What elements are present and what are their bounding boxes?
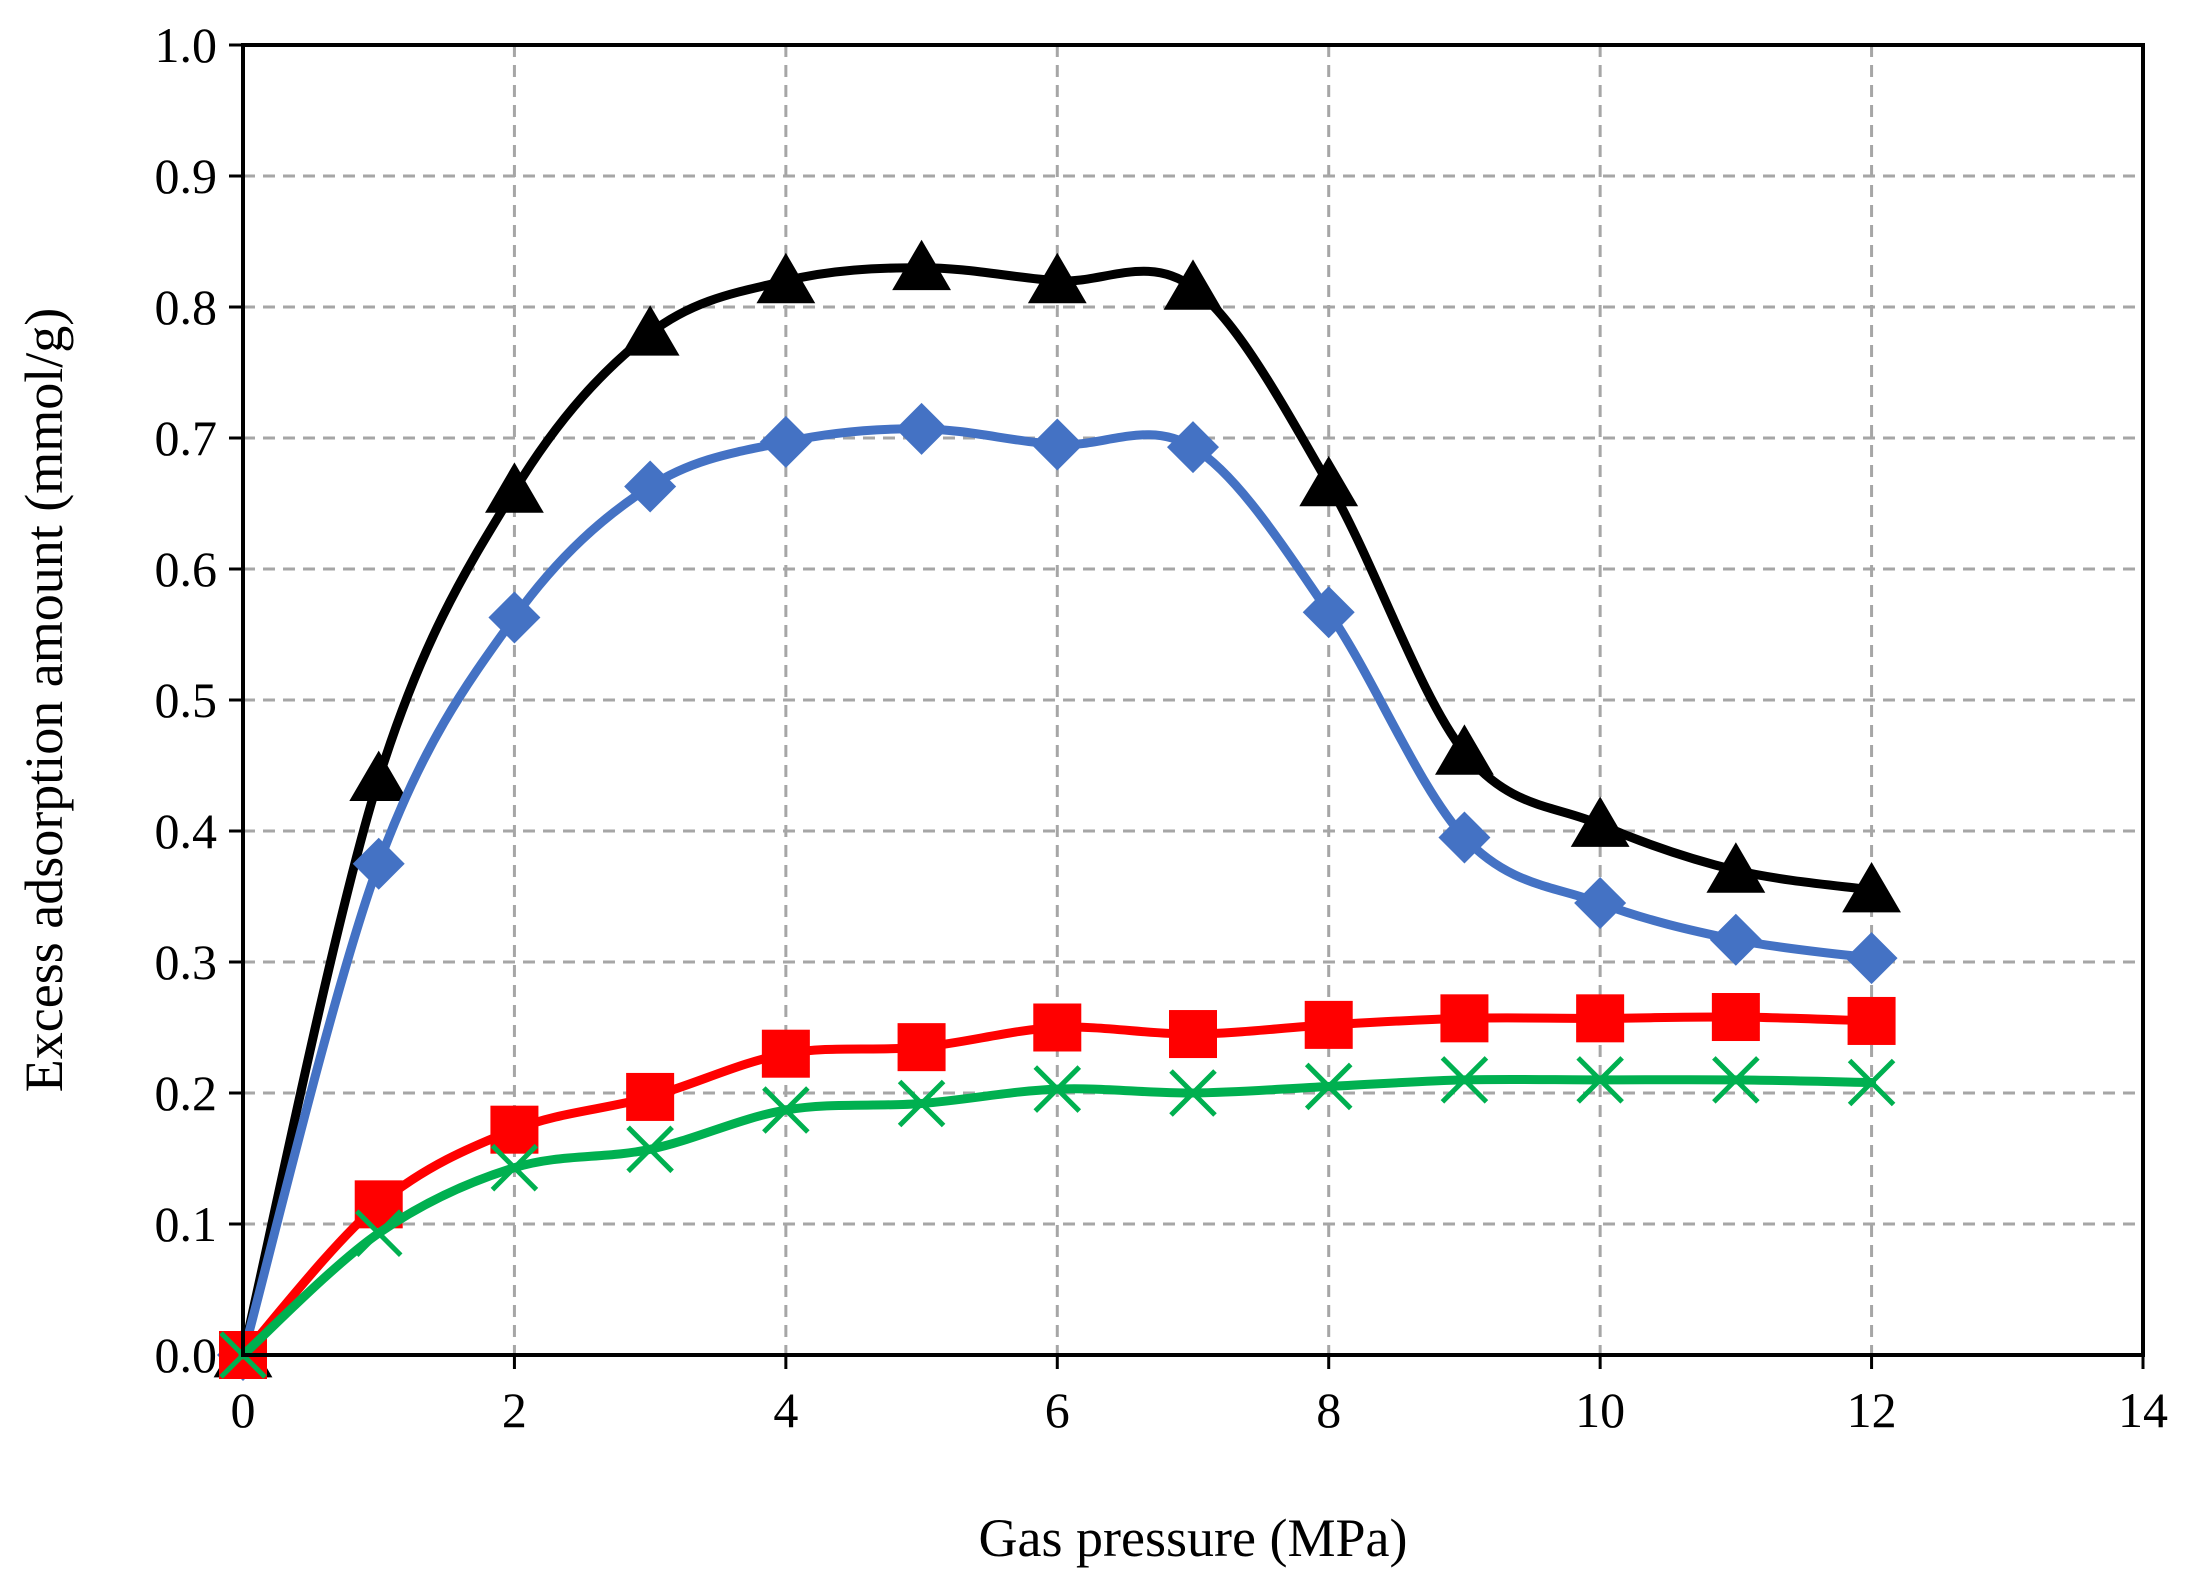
square-marker bbox=[626, 1072, 675, 1121]
series-layer bbox=[213, 239, 1901, 1381]
x-tick-label: 12 bbox=[1847, 1382, 1897, 1438]
triangle-marker bbox=[892, 239, 951, 291]
x-marker bbox=[897, 1079, 946, 1128]
square-marker bbox=[1847, 996, 1896, 1045]
diamond-marker bbox=[1031, 418, 1084, 471]
square-marker bbox=[1033, 1003, 1082, 1052]
square-marker bbox=[1304, 1000, 1353, 1049]
triangle-marker bbox=[1842, 861, 1901, 913]
y-tick-label: 0.8 bbox=[155, 279, 218, 335]
square-marker bbox=[1169, 1010, 1217, 1059]
square-marker bbox=[1576, 994, 1625, 1043]
x-marker bbox=[1847, 1058, 1896, 1107]
y-tick-label: 0.7 bbox=[155, 410, 218, 466]
plot-frame bbox=[241, 43, 2145, 1357]
x-marker bbox=[762, 1086, 810, 1134]
series-red-square bbox=[219, 993, 1896, 1379]
y-tick-label: 1.0 bbox=[155, 17, 218, 73]
y-tick-label: 0.6 bbox=[155, 541, 218, 597]
x-marker bbox=[1033, 1065, 1082, 1113]
diamond-marker bbox=[1302, 586, 1355, 639]
x-marker bbox=[1712, 1056, 1760, 1104]
diamond-marker bbox=[895, 402, 948, 455]
diamond-marker bbox=[1709, 913, 1762, 966]
y-tick-label: 0.2 bbox=[155, 1065, 218, 1121]
triangle-marker bbox=[349, 750, 409, 801]
x-tick-label: 4 bbox=[773, 1382, 798, 1438]
triangle-marker bbox=[1435, 724, 1494, 775]
triangle-marker bbox=[1299, 455, 1359, 507]
square-marker bbox=[897, 1023, 946, 1072]
x-marker bbox=[490, 1143, 539, 1192]
tick-labels: 0.0 0.1 0.2 0.3 0.4 0.5 0.6 0.7 0.8 0.9 1.0 0 2 4 6 8 10… bbox=[155, 17, 2169, 1438]
diamond-marker bbox=[488, 591, 541, 644]
triangle-marker bbox=[756, 252, 816, 304]
y-tick-label: 0.9 bbox=[155, 148, 218, 204]
y-tick-label: 0.4 bbox=[155, 803, 218, 859]
y-tick-label: 0.3 bbox=[155, 934, 218, 990]
y-axis-title: Excess adsorption amount (mmol/g) bbox=[14, 308, 74, 1092]
triangle-marker bbox=[1027, 252, 1087, 304]
x-tick-label: 8 bbox=[1316, 1382, 1341, 1438]
x-marker bbox=[1169, 1069, 1217, 1117]
x-marker bbox=[1304, 1062, 1353, 1111]
triangle-marker bbox=[1706, 842, 1766, 893]
triangle-marker bbox=[620, 305, 680, 356]
triangle-marker bbox=[485, 462, 544, 513]
diamond-marker bbox=[1574, 877, 1627, 930]
x-tick-label: 0 bbox=[231, 1382, 256, 1438]
diamond-marker bbox=[1167, 421, 1219, 474]
diamond-marker bbox=[759, 415, 812, 468]
triangle-marker bbox=[1570, 796, 1630, 847]
series-blue-diamond bbox=[217, 402, 1898, 1381]
x-axis-title: Gas pressure (MPa) bbox=[979, 1508, 1408, 1568]
blue-diamond-line bbox=[238, 424, 1877, 1360]
square-marker bbox=[1440, 994, 1489, 1043]
square-marker bbox=[1711, 993, 1760, 1042]
x-tick-label: 6 bbox=[1045, 1382, 1070, 1438]
x-marker bbox=[1576, 1056, 1624, 1104]
x-marker bbox=[626, 1125, 674, 1174]
y-tick-label: 0.0 bbox=[155, 1327, 218, 1383]
x-tick-label: 10 bbox=[1575, 1382, 1625, 1438]
y-tick-label: 0.5 bbox=[155, 672, 218, 728]
diamond-marker bbox=[624, 460, 677, 513]
x-tick-label: 14 bbox=[2118, 1382, 2168, 1438]
x-marker bbox=[1440, 1056, 1489, 1104]
diamond-marker bbox=[1845, 932, 1898, 985]
diamond-marker bbox=[1438, 811, 1491, 864]
x-marker bbox=[354, 1209, 403, 1257]
y-tick-label: 0.1 bbox=[155, 1196, 218, 1252]
x-tick-label: 2 bbox=[502, 1382, 527, 1438]
black-triangle-line bbox=[238, 263, 1877, 1360]
series-green-x bbox=[219, 1056, 1896, 1379]
triangle-marker bbox=[1163, 259, 1223, 310]
diamond-marker bbox=[352, 837, 405, 890]
square-marker bbox=[490, 1105, 539, 1154]
square-marker bbox=[761, 1029, 810, 1078]
